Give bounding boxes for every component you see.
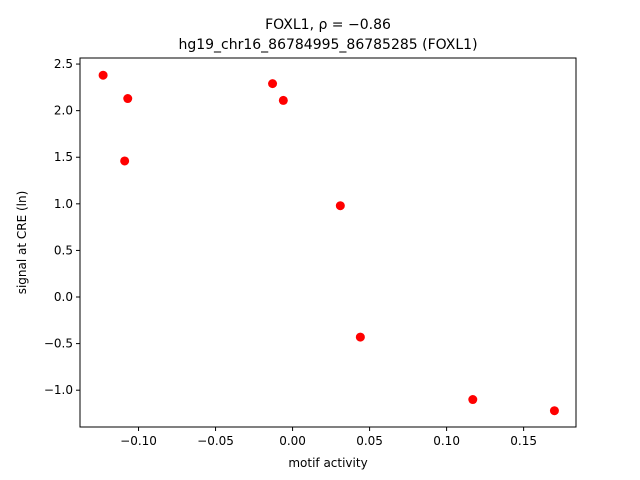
- x-tick-label: 0.15: [510, 434, 537, 448]
- x-tick-label: 0.05: [356, 434, 383, 448]
- x-tick-label: −0.10: [120, 434, 157, 448]
- data-point-1: [98, 70, 108, 80]
- x-tick-label: 0.10: [433, 434, 460, 448]
- y-tick-label: 1.0: [54, 197, 73, 211]
- x-tick-label: 0.00: [279, 434, 306, 448]
- chart-title-line-2: hg19_chr16_86784995_86785285 (FOXL1): [178, 37, 477, 53]
- y-tick-label: 2.0: [54, 104, 73, 118]
- data-point-5: [278, 95, 288, 105]
- data-points: [98, 70, 559, 416]
- y-tick-label: 1.5: [54, 150, 73, 164]
- data-point-8: [468, 395, 478, 405]
- y-tick-label: −0.5: [44, 337, 73, 351]
- data-point-9: [549, 406, 559, 416]
- plot-area-frame: [79, 57, 577, 428]
- chart-title-line-1: FOXL1, ρ = −0.86: [265, 17, 391, 33]
- y-tick-label: 0.0: [54, 290, 73, 304]
- y-axis-ticks: −1.0 −0.5 0.0 0.5 1.0 1.5 2.0 2.5: [44, 57, 80, 397]
- data-point-4: [268, 79, 278, 89]
- data-point-6: [335, 201, 345, 211]
- x-tick-label: −0.05: [197, 434, 234, 448]
- x-axis-label: motif activity: [288, 456, 367, 470]
- data-point-7: [355, 332, 365, 342]
- y-axis-label: signal at CRE (ln): [15, 191, 29, 295]
- data-point-2: [123, 94, 133, 104]
- y-tick-label: 0.5: [54, 243, 73, 257]
- data-point-3: [120, 156, 130, 166]
- y-tick-label: 2.5: [54, 57, 73, 71]
- y-tick-label: −1.0: [44, 383, 73, 397]
- x-axis-ticks: −0.10 −0.05 0.00 0.05 0.10 0.15: [120, 427, 537, 448]
